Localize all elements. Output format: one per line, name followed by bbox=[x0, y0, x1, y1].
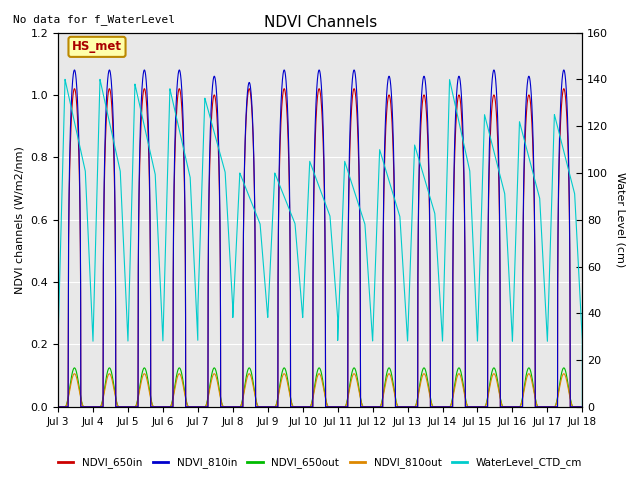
Text: HS_met: HS_met bbox=[72, 40, 122, 53]
Legend: NDVI_650in, NDVI_810in, NDVI_650out, NDVI_810out, WaterLevel_CTD_cm: NDVI_650in, NDVI_810in, NDVI_650out, NDV… bbox=[54, 453, 586, 472]
Text: No data for f_WaterLevel: No data for f_WaterLevel bbox=[13, 14, 175, 25]
Title: NDVI Channels: NDVI Channels bbox=[264, 15, 377, 30]
Y-axis label: Water Level (cm): Water Level (cm) bbox=[615, 172, 625, 267]
Y-axis label: NDVI channels (W/m2/nm): NDVI channels (W/m2/nm) bbox=[15, 146, 25, 294]
